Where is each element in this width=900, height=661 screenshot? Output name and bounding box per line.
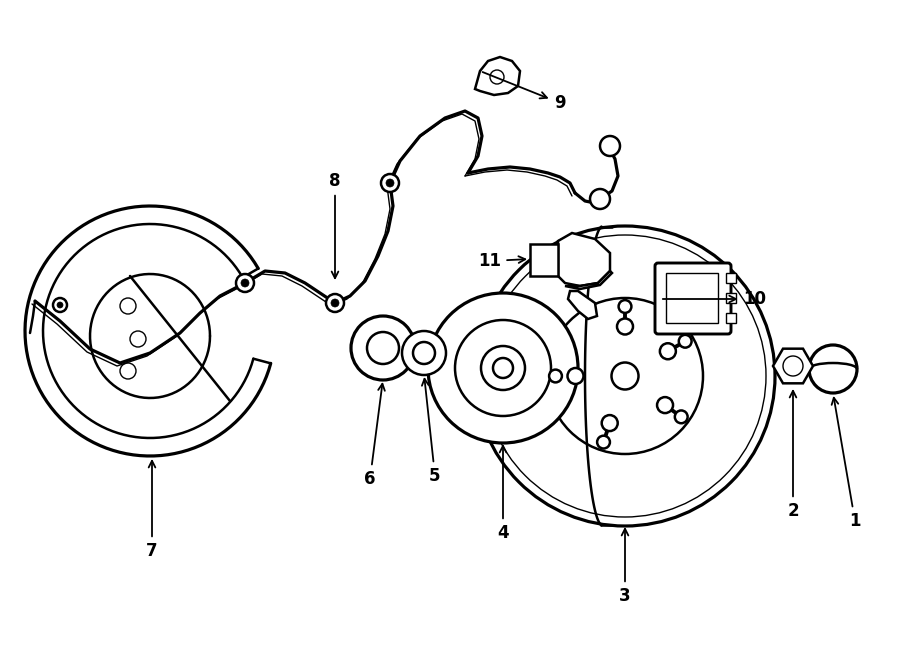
Circle shape <box>602 415 617 431</box>
Circle shape <box>475 226 775 526</box>
Circle shape <box>657 397 673 413</box>
Text: 7: 7 <box>146 461 158 560</box>
Polygon shape <box>773 349 813 383</box>
Text: 2: 2 <box>788 391 799 520</box>
Text: 6: 6 <box>364 384 385 488</box>
Circle shape <box>236 274 254 292</box>
Circle shape <box>617 319 633 334</box>
Circle shape <box>809 345 857 393</box>
Circle shape <box>455 320 551 416</box>
Circle shape <box>611 362 638 389</box>
Circle shape <box>783 356 803 376</box>
Circle shape <box>367 332 399 364</box>
Circle shape <box>675 410 688 423</box>
Text: 5: 5 <box>422 379 441 485</box>
Circle shape <box>493 358 513 378</box>
Polygon shape <box>475 57 520 95</box>
Circle shape <box>549 369 562 383</box>
Circle shape <box>428 293 578 443</box>
Circle shape <box>597 436 610 449</box>
Text: 4: 4 <box>497 446 508 542</box>
Circle shape <box>600 136 620 156</box>
Circle shape <box>326 294 344 312</box>
Circle shape <box>386 179 394 187</box>
Polygon shape <box>565 271 612 289</box>
Circle shape <box>618 300 632 313</box>
Polygon shape <box>568 291 597 319</box>
Circle shape <box>484 235 766 517</box>
Circle shape <box>413 342 435 364</box>
FancyBboxPatch shape <box>655 263 731 334</box>
Circle shape <box>547 298 703 454</box>
Circle shape <box>402 331 446 375</box>
Circle shape <box>241 279 249 287</box>
Bar <box>726 273 736 283</box>
Text: 9: 9 <box>482 72 566 112</box>
Text: 10: 10 <box>662 290 767 308</box>
Text: 1: 1 <box>832 398 860 530</box>
Circle shape <box>57 302 63 308</box>
Text: 3: 3 <box>619 529 631 605</box>
Circle shape <box>381 174 399 192</box>
Bar <box>726 313 736 323</box>
Circle shape <box>590 189 610 209</box>
Circle shape <box>481 346 525 390</box>
Bar <box>726 293 736 303</box>
Circle shape <box>331 299 339 307</box>
Circle shape <box>351 316 415 380</box>
Circle shape <box>660 343 676 359</box>
Circle shape <box>53 298 67 312</box>
Bar <box>530 244 558 276</box>
Circle shape <box>679 335 691 348</box>
Text: 11: 11 <box>479 252 526 270</box>
Polygon shape <box>558 233 610 286</box>
Bar <box>666 273 718 323</box>
Circle shape <box>568 368 583 384</box>
Text: 8: 8 <box>329 172 341 278</box>
